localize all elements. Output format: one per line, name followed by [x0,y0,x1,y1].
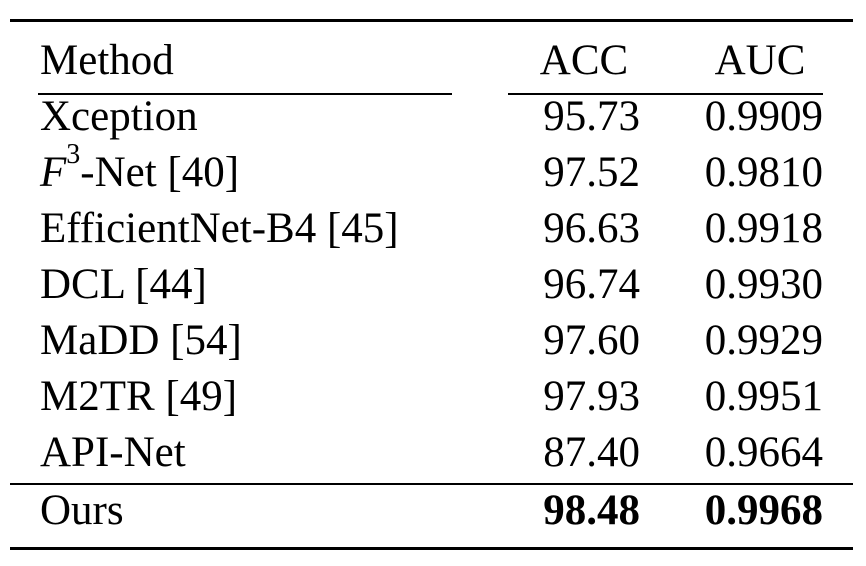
method-cell: Xception [40,93,198,140]
header-auc: AUC [714,37,806,84]
header-acc: ACC [539,37,629,84]
ours-separator-rule [10,483,853,485]
auc-cell: 0.9909 [704,93,823,140]
bottom-rule [10,547,853,550]
acc-cell: 96.63 [543,205,640,252]
auc-cell: 0.9930 [704,261,823,308]
method-cell: API-Net [40,429,186,476]
table-row: EfficientNet-B4 [45] 96.63 0.9918 [0,201,866,257]
method-cell: MaDD [54] [40,317,242,364]
header-method: Method [40,37,174,84]
acc-cell: 95.73 [543,93,640,140]
acc-cell: 87.40 [543,429,640,476]
table-row: Xception 95.73 0.9909 [0,89,866,145]
auc-cell: 0.9918 [704,205,823,252]
method-suffix: -Net [40] [80,149,240,196]
method-symbol: F [40,149,67,196]
acc-cell: 96.74 [543,261,640,308]
table-row: F3-Net [40] 97.52 0.9810 [0,141,866,201]
ours-method-cell: Ours [40,487,124,534]
acc-cell: 97.93 [543,373,640,420]
auc-cell: 0.9810 [704,149,823,196]
method-cell: EfficientNet-B4 [45] [40,205,399,252]
method-cell: DCL [44] [40,261,207,308]
auc-cell: 0.9929 [704,317,823,364]
table-row: M2TR [49] 97.93 0.9951 [0,369,866,425]
ours-auc-cell: 0.9968 [704,487,823,534]
auc-cell: 0.9664 [704,429,823,476]
method-cell: M2TR [49] [40,373,238,420]
header-row: Method ACC AUC [0,33,866,89]
table-row: MaDD [54] 97.60 0.9929 [0,313,866,369]
table-row: DCL [44] 96.74 0.9930 [0,257,866,313]
ours-row: Ours 98.48 0.9968 [0,483,866,539]
method-cell: F3-Net [40] [40,141,240,201]
header-rule-right [508,93,823,95]
acc-cell: 97.60 [543,317,640,364]
ours-acc-cell: 98.48 [543,487,640,534]
table-row: API-Net 87.40 0.9664 [0,425,866,481]
method-superscript: 3 [66,139,81,170]
top-rule [10,19,853,22]
auc-cell: 0.9951 [704,373,823,420]
acc-cell: 97.52 [543,149,640,196]
header-rule-left [38,93,452,95]
